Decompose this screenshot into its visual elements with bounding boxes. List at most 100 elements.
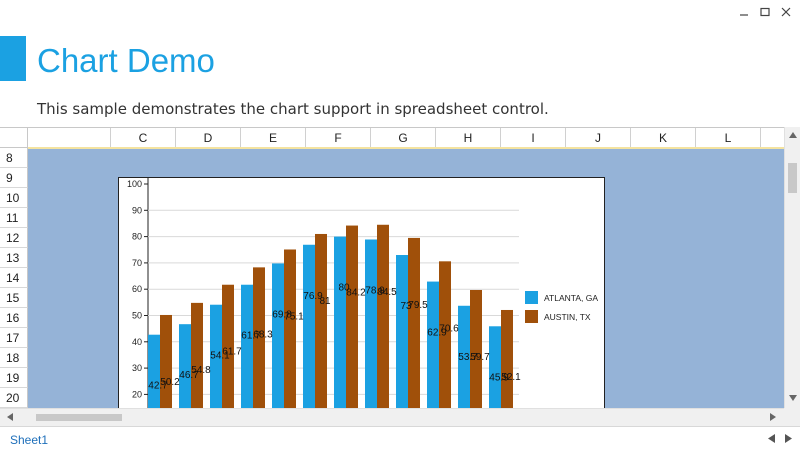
sheet-tab-sheet1[interactable]: Sheet1 <box>10 433 49 447</box>
column-header-g[interactable]: G <box>371 128 436 148</box>
data-label: 68.3 <box>253 329 273 340</box>
data-label: 84.2 <box>346 288 366 299</box>
row-header-20[interactable]: 20 <box>0 388 28 408</box>
data-label: 61.7 <box>222 347 242 358</box>
legend-label: AUSTIN, TX <box>544 312 591 322</box>
bar <box>284 249 296 416</box>
chart[interactable]: 20 30 40 50 60 70 80 90 100 42.7 46.7 54.1 61.7 69.8 7… <box>118 177 605 417</box>
bar <box>470 289 482 416</box>
data-label: 54.1 <box>210 351 230 362</box>
horizontal-scroll-thumb[interactable] <box>36 414 122 421</box>
bar <box>346 225 358 416</box>
column-header[interactable] <box>28 128 111 148</box>
column-header-e[interactable]: E <box>241 128 306 148</box>
bar <box>489 326 501 416</box>
data-label: 75.1 <box>284 311 304 322</box>
bar <box>427 281 439 416</box>
bar <box>315 233 327 416</box>
data-label: 46.7 <box>179 370 199 381</box>
row-header-8[interactable]: 8 <box>0 148 28 168</box>
data-label: 69.8 <box>272 309 292 320</box>
chart-svg: 203040506070809010042.746.754.161.769.87… <box>127 178 598 416</box>
data-label: 50.2 <box>160 377 180 388</box>
vertical-scrollbar[interactable] <box>784 127 800 408</box>
column-header-i[interactable]: I <box>501 128 566 148</box>
column-header-c[interactable]: C <box>111 128 176 148</box>
bar <box>303 244 315 416</box>
sheet-tab-bar: Sheet1 <box>0 426 800 450</box>
horizontal-scrollbar[interactable] <box>0 408 784 426</box>
bar <box>408 237 420 416</box>
y-tick-label: 80 <box>132 232 142 242</box>
data-label: 61.7 <box>241 331 261 342</box>
bar <box>377 224 389 416</box>
row-header-15[interactable]: 15 <box>0 288 28 308</box>
scroll-up-icon[interactable] <box>789 132 797 138</box>
y-tick-label: 100 <box>127 179 142 189</box>
data-label: 45.9 <box>489 372 509 383</box>
data-label: 42.7 <box>148 381 168 392</box>
data-label: 81 <box>319 296 331 307</box>
row-header-11[interactable]: 11 <box>0 208 28 228</box>
bar <box>365 239 377 416</box>
scroll-right-icon[interactable] <box>770 413 776 421</box>
scroll-down-icon[interactable] <box>789 395 797 401</box>
row-header-16[interactable]: 16 <box>0 308 28 328</box>
column-header-h[interactable]: H <box>436 128 501 148</box>
column-header-k[interactable]: K <box>631 128 696 148</box>
row-header-19[interactable]: 19 <box>0 368 28 388</box>
bar <box>148 334 160 416</box>
close-button[interactable] <box>780 6 792 18</box>
scroll-left-icon[interactable] <box>7 413 13 421</box>
data-label: 80 <box>338 283 350 294</box>
row-header-14[interactable]: 14 <box>0 268 28 288</box>
data-label: 76.9 <box>303 291 323 302</box>
column-header-f[interactable]: F <box>306 128 371 148</box>
bar <box>458 305 470 416</box>
column-header-d[interactable]: D <box>176 128 241 148</box>
data-label: 84.5 <box>377 287 397 298</box>
y-tick-label: 50 <box>132 311 142 321</box>
y-tick-label: 30 <box>132 363 142 373</box>
y-tick-label: 70 <box>132 258 142 268</box>
bar <box>439 261 451 416</box>
column-header-j[interactable]: J <box>566 128 631 148</box>
y-tick-label: 90 <box>132 205 142 215</box>
maximize-button[interactable] <box>759 6 771 18</box>
bar <box>396 255 408 416</box>
row-header-9[interactable]: 9 <box>0 168 28 188</box>
y-tick-label: 60 <box>132 284 142 294</box>
select-all-corner[interactable] <box>0 128 28 148</box>
data-label: 54.8 <box>191 365 211 376</box>
page-title: Chart Demo <box>37 42 215 79</box>
row-header-12[interactable]: 12 <box>0 228 28 248</box>
tab-next-icon[interactable] <box>785 434 792 443</box>
data-label: 73 <box>400 301 412 312</box>
row-header-13[interactable]: 13 <box>0 248 28 268</box>
bar <box>191 302 203 416</box>
data-label: 53.7 <box>458 352 478 363</box>
minimize-icon <box>740 14 748 16</box>
bar <box>253 267 265 416</box>
column-header-l[interactable]: L <box>696 128 761 148</box>
tab-prev-icon[interactable] <box>768 434 775 443</box>
minimize-button[interactable] <box>738 6 750 18</box>
bar <box>272 263 284 416</box>
bar <box>334 236 346 416</box>
data-label: 59.7 <box>470 352 490 363</box>
row-header-18[interactable]: 18 <box>0 348 28 368</box>
data-label: 62.9 <box>427 328 447 339</box>
legend-label: ATLANTA, GA <box>544 293 598 303</box>
data-label: 79.5 <box>408 300 428 311</box>
y-tick-label: 40 <box>132 337 142 347</box>
maximize-icon <box>760 7 770 17</box>
row-header-17[interactable]: 17 <box>0 328 28 348</box>
y-tick-label: 20 <box>132 389 142 399</box>
bar <box>501 309 513 416</box>
page-description: This sample demonstrates the chart suppo… <box>37 100 549 118</box>
vertical-scroll-thumb[interactable] <box>788 163 797 193</box>
bar <box>160 314 172 416</box>
row-header-10[interactable]: 10 <box>0 188 28 208</box>
legend-swatch <box>525 310 538 323</box>
